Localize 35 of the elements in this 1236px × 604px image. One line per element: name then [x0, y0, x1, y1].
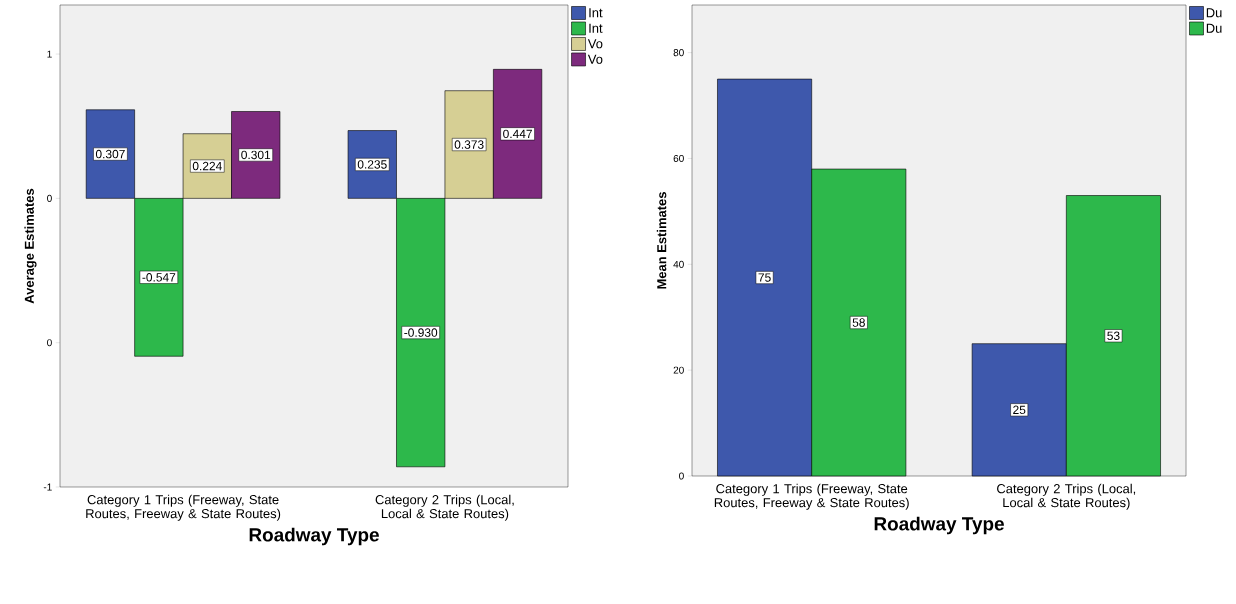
legend-label: Du: [1206, 8, 1222, 18]
data-label: 0.224: [192, 161, 222, 171]
x-tick-label: Category 2 Trips (Local, Local & State Routes): [375, 494, 514, 521]
legend-label: Vo: [587, 39, 603, 49]
data-label: -0.930: [404, 328, 438, 337]
y-tick-label: 20: [673, 366, 684, 374]
y-tick-label: 80: [673, 49, 684, 57]
data-label: 0.373: [454, 140, 484, 149]
data-label: 0.307: [95, 149, 125, 159]
x-axis-title: Roadway Type: [249, 527, 379, 546]
x-tick-label: Category 1 Trips (Freeway, State Routes, Freeway & State Routes): [714, 483, 909, 510]
legend-label: Du: [1206, 23, 1222, 33]
y-tick-label: 60: [673, 154, 684, 162]
y-tick-label: 40: [673, 260, 684, 268]
legend-label: Vo: [587, 54, 603, 64]
data-label: 0.301: [241, 150, 271, 160]
data-label: 75: [758, 273, 771, 282]
y-tick-label: 0: [47, 194, 52, 202]
y-tick-label: 0: [47, 339, 52, 347]
data-label: 53: [1107, 331, 1120, 340]
x-axis-title: Roadway Type: [874, 516, 1004, 535]
legend-label: Int: [589, 8, 603, 18]
y-axis-title: Mean Estimates: [656, 192, 667, 289]
data-label: 25: [1013, 405, 1026, 415]
data-label: -0.547: [142, 273, 176, 282]
x-tick-label: Category 1 Trips (Freeway, State Routes, Freeway & State Routes): [86, 494, 281, 521]
y-tick-label: 0: [679, 472, 684, 480]
data-label: 0.235: [357, 160, 387, 169]
data-label: 58: [852, 318, 865, 327]
y-tick-label: -1: [43, 483, 52, 491]
x-tick-label: Category 2 Trips (Local, Local & State Routes): [997, 483, 1136, 510]
y-tick-label: 1: [47, 50, 52, 58]
y-axis-title: Average Estimates: [24, 188, 37, 304]
legend-label: Int: [589, 23, 603, 33]
data-label: 0.447: [503, 129, 532, 139]
